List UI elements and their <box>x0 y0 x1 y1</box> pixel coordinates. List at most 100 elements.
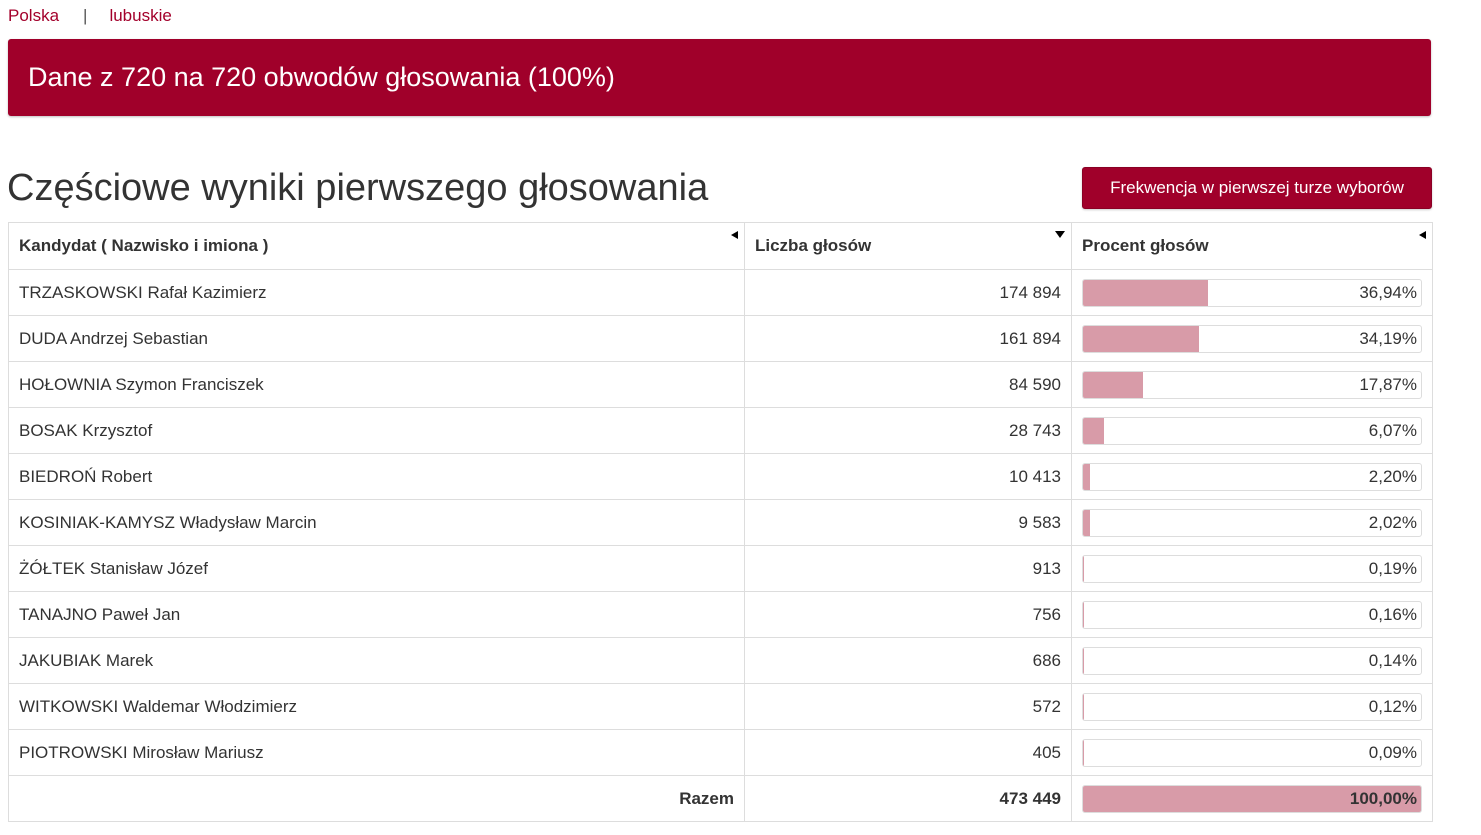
candidate-percent-cell: 34,19% <box>1071 315 1433 362</box>
total-percent-bar-fill <box>1083 785 1421 812</box>
table-row: BOSAK Krzysztof 28 743 6,07% <box>8 407 1433 454</box>
candidate-percent-cell: 0,12% <box>1071 683 1433 730</box>
table-row: ŻÓŁTEK Stanisław Józef 913 0,19% <box>8 545 1433 592</box>
sort-down-icon[interactable] <box>1055 231 1065 238</box>
table-row: TANAJNO Paweł Jan 756 0,16% <box>8 591 1433 638</box>
candidate-percent: 0,12% <box>1368 696 1417 716</box>
percent-bar-fill <box>1083 417 1104 444</box>
table-row: BIEDROŃ Robert 10 413 2,20% <box>8 453 1433 500</box>
candidate-percent: 17,87% <box>1359 374 1417 394</box>
candidate-name: BOSAK Krzysztof <box>8 407 745 454</box>
percent-bar: 2,20% <box>1082 462 1422 491</box>
table-row: PIOTROWSKI Mirosław Mariusz 405 0,09% <box>8 729 1433 776</box>
column-header-candidate[interactable]: Kandydat ( Nazwisko i imiona ) <box>8 222 745 270</box>
table-row: DUDA Andrzej Sebastian 161 894 34,19% <box>8 315 1433 362</box>
candidate-percent: 2,20% <box>1368 466 1417 486</box>
candidate-votes: 9 583 <box>744 499 1072 546</box>
table-row: TRZASKOWSKI Rafał Kazimierz 174 894 36,94% <box>8 269 1433 316</box>
percent-bar: 0,14% <box>1082 646 1422 675</box>
percent-bar-fill <box>1083 463 1091 490</box>
candidate-percent: 6,07% <box>1368 420 1417 440</box>
banner-text: Dane z 720 na 720 obwodów głosowania (10… <box>28 62 615 92</box>
candidate-votes: 161 894 <box>744 315 1072 362</box>
column-header-candidate-label: Kandydat ( Nazwisko i imiona ) <box>19 236 269 255</box>
breadcrumb-country-link[interactable]: Polska <box>8 6 60 25</box>
candidate-percent: 0,09% <box>1368 742 1417 762</box>
total-votes: 473 449 <box>744 775 1072 822</box>
table-row: HOŁOWNIA Szymon Franciszek 84 590 17,87% <box>8 361 1433 408</box>
percent-bar: 0,19% <box>1082 554 1422 583</box>
candidate-name: KOSINIAK-KAMYSZ Władysław Marcin <box>8 499 745 546</box>
page-title: Częściowe wyniki pierwszego głosowania <box>7 167 709 209</box>
percent-bar-fill <box>1083 279 1208 306</box>
percent-bar: 0,09% <box>1082 738 1422 767</box>
table-header-row: Kandydat ( Nazwisko i imiona ) Liczba gł… <box>8 222 1433 270</box>
data-coverage-banner: Dane z 720 na 720 obwodów głosowania (10… <box>8 39 1431 116</box>
candidate-percent-cell: 0,09% <box>1071 729 1433 776</box>
sort-left-icon[interactable] <box>1419 231 1426 239</box>
candidate-name: TRZASKOWSKI Rafał Kazimierz <box>8 269 745 316</box>
results-body: TRZASKOWSKI Rafał Kazimierz 174 894 36,94%… <box>8 269 1433 776</box>
percent-bar-fill <box>1083 509 1090 536</box>
breadcrumb-separator: | <box>83 6 88 25</box>
breadcrumb-region-link[interactable]: lubuskie <box>109 6 172 25</box>
column-header-votes-label: Liczba głosów <box>755 236 872 255</box>
total-percent-bar: 100,00% <box>1082 784 1422 813</box>
candidate-percent-cell: 0,19% <box>1071 545 1433 592</box>
percent-bar: 0,12% <box>1082 692 1422 721</box>
candidate-name: HOŁOWNIA Szymon Franciszek <box>8 361 745 408</box>
candidate-votes: 913 <box>744 545 1072 592</box>
percent-bar-fill <box>1083 555 1084 582</box>
turnout-button[interactable]: Frekwencja w pierwszej turze wyborów <box>1082 167 1432 209</box>
candidate-percent: 2,02% <box>1368 512 1417 532</box>
candidate-votes: 174 894 <box>744 269 1072 316</box>
total-row: Razem 473 449 100,00% <box>8 775 1433 822</box>
candidate-votes: 405 <box>744 729 1072 776</box>
table-row: JAKUBIAK Marek 686 0,14% <box>8 637 1433 684</box>
candidate-votes: 756 <box>744 591 1072 638</box>
candidate-percent-cell: 2,20% <box>1071 453 1433 500</box>
percent-bar: 34,19% <box>1082 324 1422 353</box>
table-row: WITKOWSKI Waldemar Włodzimierz 572 0,12% <box>8 683 1433 730</box>
percent-bar: 0,16% <box>1082 600 1422 629</box>
candidate-votes: 10 413 <box>744 453 1072 500</box>
candidate-name: DUDA Andrzej Sebastian <box>8 315 745 362</box>
percent-bar-fill <box>1083 601 1084 628</box>
total-percent-value: 100,00% <box>1349 788 1417 808</box>
percent-bar-fill <box>1083 371 1144 398</box>
candidate-votes: 84 590 <box>744 361 1072 408</box>
candidate-votes: 28 743 <box>744 407 1072 454</box>
percent-bar: 36,94% <box>1082 278 1422 307</box>
candidate-percent-cell: 0,14% <box>1071 637 1433 684</box>
percent-bar: 17,87% <box>1082 370 1422 399</box>
candidate-percent-cell: 6,07% <box>1071 407 1433 454</box>
candidate-name: TANAJNO Paweł Jan <box>8 591 745 638</box>
results-table: Kandydat ( Nazwisko i imiona ) Liczba gł… <box>8 222 1433 822</box>
table-row: KOSINIAK-KAMYSZ Władysław Marcin 9 583 2,0… <box>8 499 1433 546</box>
candidate-votes: 572 <box>744 683 1072 730</box>
total-percent-cell: 100,00% <box>1071 775 1433 822</box>
candidate-percent-cell: 2,02% <box>1071 499 1433 546</box>
candidate-percent: 34,19% <box>1359 328 1417 348</box>
candidate-percent: 0,14% <box>1368 650 1417 670</box>
total-label: Razem <box>8 775 745 822</box>
sort-left-icon[interactable] <box>731 231 738 239</box>
column-header-votes[interactable]: Liczba głosów <box>744 222 1072 270</box>
candidate-name: BIEDROŃ Robert <box>8 453 745 500</box>
candidate-percent: 0,19% <box>1368 558 1417 578</box>
candidate-percent-cell: 0,16% <box>1071 591 1433 638</box>
candidate-name: ŻÓŁTEK Stanisław Józef <box>8 545 745 592</box>
candidate-percent-cell: 36,94% <box>1071 269 1433 316</box>
percent-bar: 6,07% <box>1082 416 1422 445</box>
candidate-name: JAKUBIAK Marek <box>8 637 745 684</box>
percent-bar-fill <box>1083 325 1199 352</box>
percent-bar: 2,02% <box>1082 508 1422 537</box>
column-header-percent[interactable]: Procent głosów <box>1071 222 1433 270</box>
column-header-percent-label: Procent głosów <box>1082 236 1209 255</box>
candidate-name: WITKOWSKI Waldemar Włodzimierz <box>8 683 745 730</box>
candidate-percent-cell: 17,87% <box>1071 361 1433 408</box>
breadcrumb: Polska | lubuskie <box>8 4 172 28</box>
candidate-name: PIOTROWSKI Mirosław Mariusz <box>8 729 745 776</box>
candidate-votes: 686 <box>744 637 1072 684</box>
candidate-percent: 36,94% <box>1359 282 1417 302</box>
